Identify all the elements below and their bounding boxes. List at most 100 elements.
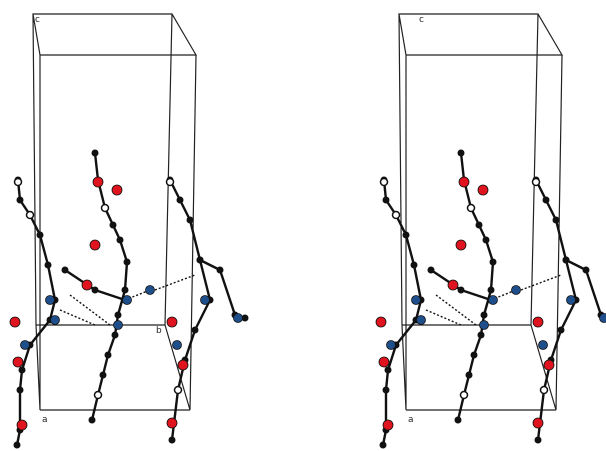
oxygen-atom (383, 420, 393, 430)
atom (553, 217, 560, 224)
hydrogen-bond (426, 310, 461, 325)
nitrogen-atom (21, 341, 30, 350)
atom (383, 387, 390, 394)
atom (458, 150, 465, 157)
atom (471, 352, 478, 359)
axis-label: a (408, 415, 414, 425)
oxygen-atom (478, 185, 488, 195)
atom (403, 232, 410, 239)
nitrogen-atom (512, 286, 521, 295)
atom (488, 287, 495, 294)
atom (122, 287, 129, 294)
oxygen-atom (13, 357, 23, 367)
atom (197, 257, 204, 264)
oxygen-atom (17, 420, 27, 430)
axis-label: b (156, 326, 162, 336)
oxygen-atom (10, 317, 20, 327)
atom (102, 205, 109, 212)
nitrogen-atom (489, 296, 498, 305)
atom (19, 367, 26, 374)
atom (381, 179, 388, 186)
atom (385, 367, 392, 374)
oxygen-atom (379, 357, 389, 367)
oxygen-atom (178, 360, 188, 370)
atom (458, 287, 465, 294)
atom (535, 437, 542, 444)
atom (169, 437, 176, 444)
atom (478, 332, 485, 339)
hydrogen-bond (521, 275, 561, 290)
oxygen-atom (448, 280, 458, 290)
atom (124, 259, 131, 266)
atom (167, 179, 174, 186)
atom (468, 205, 475, 212)
oxygen-atom (544, 360, 554, 370)
atom (481, 312, 488, 319)
hydrogen-bond (70, 295, 110, 325)
bond (431, 270, 491, 300)
nitrogen-atom (114, 321, 123, 330)
nitrogen-atom (387, 341, 396, 350)
oxygen-atom (82, 280, 92, 290)
oxygen-atom (533, 418, 543, 428)
nitrogen-atom (146, 286, 155, 295)
atom (175, 387, 182, 394)
atom (558, 327, 565, 334)
oxygen-atom (167, 317, 177, 327)
axis-label: a (42, 415, 48, 425)
atom (383, 197, 390, 204)
bond (65, 270, 125, 300)
atom (217, 267, 224, 274)
atom (27, 212, 34, 219)
atom (393, 212, 400, 219)
stereo-figure: c b a c a (0, 0, 606, 451)
nitrogen-atom (417, 316, 426, 325)
oxygen-atom (167, 418, 177, 428)
atom (466, 372, 473, 379)
atom (455, 417, 462, 424)
oxygen-atom (112, 185, 122, 195)
atom (380, 442, 387, 449)
atom (533, 179, 540, 186)
atom (117, 237, 124, 244)
nitrogen-atom (234, 314, 243, 323)
atom (17, 197, 24, 204)
atom (476, 222, 483, 229)
atom (192, 327, 199, 334)
nitrogen-atom (600, 314, 606, 323)
hydrogen-bond (60, 310, 95, 325)
atom (583, 267, 590, 274)
atom (541, 387, 548, 394)
atom (62, 267, 69, 274)
axis-label: c (419, 15, 424, 25)
unit-cell (33, 14, 196, 410)
nitrogen-atom (539, 341, 548, 350)
unit-cell (399, 14, 562, 410)
atom (428, 267, 435, 274)
oxygen-atom (533, 317, 543, 327)
atom (461, 392, 468, 399)
atom (100, 372, 107, 379)
right-panel: c a (376, 14, 606, 449)
atom (563, 257, 570, 264)
hydrogen-bond (155, 275, 195, 290)
atom (115, 312, 122, 319)
oxygen-atom (90, 240, 100, 250)
nitrogen-atom (412, 296, 421, 305)
molecules (376, 150, 606, 449)
atom (490, 259, 497, 266)
atom (105, 352, 112, 359)
atom (177, 197, 184, 204)
bond (92, 153, 127, 420)
nitrogen-atom (480, 321, 489, 330)
bond (458, 153, 493, 420)
nitrogen-atom (567, 296, 576, 305)
nitrogen-atom (46, 296, 55, 305)
nitrogen-atom (51, 316, 60, 325)
nitrogen-atom (123, 296, 132, 305)
atom (17, 387, 24, 394)
hydrogen-bond (436, 295, 476, 325)
atom (89, 417, 96, 424)
atom (110, 222, 117, 229)
atom (543, 197, 550, 204)
